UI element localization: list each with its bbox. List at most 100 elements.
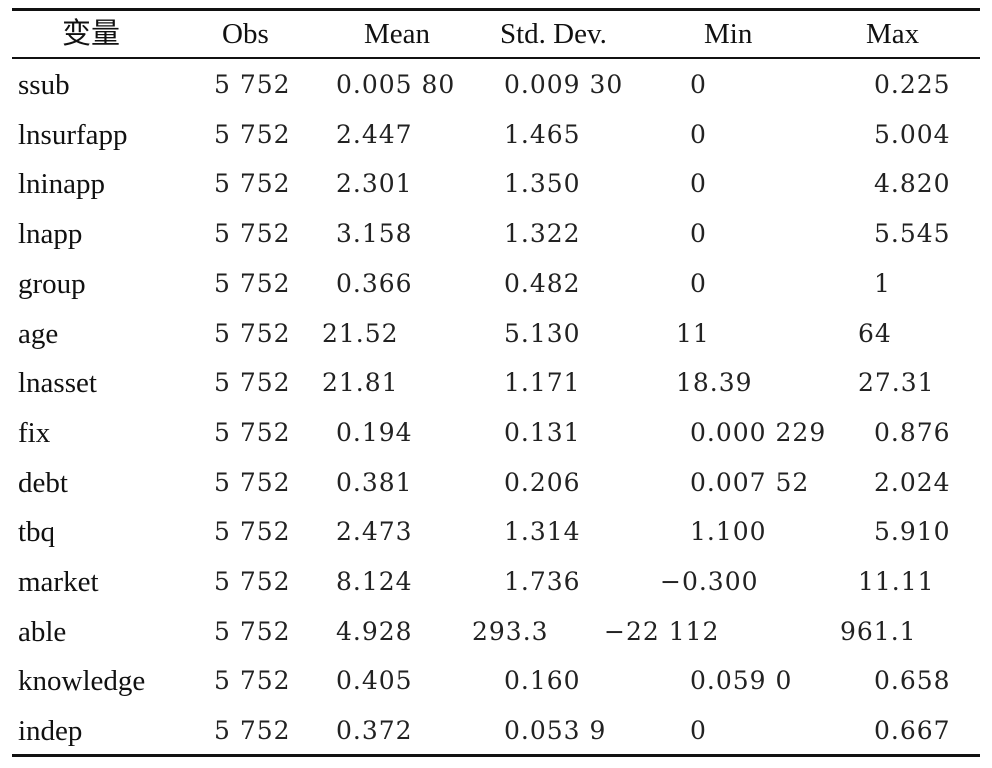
cell-min: −22 112 (604, 616, 720, 646)
cell-obs: 5 752 (214, 119, 291, 149)
cell-obs: 5 752 (214, 716, 291, 746)
cell-max: 0.876 (874, 417, 951, 447)
cell-obs: 5 752 (214, 368, 291, 398)
cell-min: 11 (676, 318, 710, 348)
cell-sd: 1.465 (504, 119, 581, 149)
table-row: lninapp 5 752 2.301 1.350 0 4.820 (0, 159, 992, 209)
cell-obs: 5 752 (214, 567, 291, 596)
cell-variable: lninapp (18, 168, 105, 201)
cell-mean: 0.005 80 (336, 70, 456, 99)
cell-obs: 5 752 (214, 318, 291, 348)
header-min: Min (704, 18, 753, 50)
cell-max: 0.658 (874, 666, 951, 696)
cell-max: 961.1 (840, 616, 917, 646)
cell-mean: 0.366 (336, 268, 413, 298)
cell-min: 0 (690, 169, 707, 199)
cell-variable: group (18, 267, 86, 300)
cell-sd: 1.171 (504, 368, 581, 398)
cell-variable: fix (18, 416, 51, 449)
cell-sd: 0.009 30 (504, 70, 624, 99)
cell-max: 1 (874, 268, 891, 298)
cell-max: 11.11 (858, 567, 935, 596)
cell-max: 64 (858, 318, 892, 348)
header-obs: Obs (222, 18, 269, 50)
header-variable: 变量 (62, 18, 121, 50)
cell-min: 1.100 (690, 517, 767, 547)
header-std-dev: Std. Dev. (500, 18, 607, 50)
cell-mean: 4.928 (336, 616, 413, 646)
table-row: market 5 752 8.124 1.736 −0.300 11.11 (0, 557, 992, 607)
cell-sd: 1.736 (504, 567, 581, 596)
cell-min: 18.39 (676, 368, 753, 398)
cell-variable: debt (18, 466, 68, 499)
cell-min: 0.000 229 (690, 417, 827, 447)
cell-max: 5.004 (874, 119, 951, 149)
cell-mean: 2.447 (336, 119, 413, 149)
cell-sd: 0.482 (504, 268, 581, 298)
cell-mean: 21.81 (322, 368, 399, 398)
table-row: lnapp 5 752 3.158 1.322 0 5.545 (0, 209, 992, 259)
header-max: Max (866, 18, 920, 50)
table-row: debt 5 752 0.381 0.206 0.007 52 2.024 (0, 458, 992, 508)
cell-sd: 0.053 9 (504, 716, 607, 746)
cell-variable: age (18, 317, 59, 350)
table-row: group 5 752 0.366 0.482 0 1 (0, 259, 992, 309)
cell-min: 0 (690, 70, 707, 99)
table-row: indep 5 752 0.372 0.053 9 0 0.667 (0, 706, 992, 756)
table-row: lnasset 5 752 21.81 1.171 18.39 27.31 (0, 358, 992, 408)
cell-min: −0.300 (660, 567, 759, 596)
cell-mean: 0.381 (336, 467, 413, 497)
cell-obs: 5 752 (214, 219, 291, 249)
cell-min: 0.059 0 (690, 666, 793, 696)
cell-obs: 5 752 (214, 70, 291, 99)
cell-sd: 5.130 (504, 318, 581, 348)
table-row: fix 5 752 0.194 0.131 0.000 229 0.876 (0, 408, 992, 458)
cell-sd: 0.160 (504, 666, 581, 696)
table-row: able 5 752 4.928 293.3 −22 112 961.1 (0, 607, 992, 657)
cell-obs: 5 752 (214, 169, 291, 199)
cell-max: 0.667 (874, 716, 951, 746)
cell-variable: lnasset (18, 367, 97, 400)
cell-mean: 2.473 (336, 517, 413, 547)
cell-obs: 5 752 (214, 517, 291, 547)
cell-max: 27.31 (858, 368, 935, 398)
top-rule (12, 8, 980, 11)
cell-variable: tbq (18, 516, 56, 549)
cell-variable: lnsurfapp (18, 118, 128, 151)
header-mean: Mean (364, 18, 431, 50)
table-row: age 5 752 21.52 5.130 11 64 (0, 309, 992, 359)
header-rule (12, 57, 980, 59)
table-row: lnsurfapp 5 752 2.447 1.465 0 5.004 (0, 110, 992, 160)
cell-mean: 8.124 (336, 567, 413, 596)
cell-sd: 1.314 (504, 517, 581, 547)
cell-variable: lnapp (18, 218, 83, 251)
cell-max: 4.820 (874, 169, 951, 199)
cell-min: 0 (690, 268, 707, 298)
table-row: tbq 5 752 2.473 1.314 1.100 5.910 (0, 507, 992, 557)
cell-min: 0 (690, 119, 707, 149)
cell-sd: 0.206 (504, 467, 581, 497)
cell-min: 0 (690, 716, 707, 746)
cell-sd: 1.350 (504, 169, 581, 199)
cell-mean: 0.194 (336, 417, 413, 447)
cell-variable: market (18, 566, 99, 598)
table-row: knowledge 5 752 0.405 0.160 0.059 0 0.658 (0, 656, 992, 706)
cell-obs: 5 752 (214, 616, 291, 646)
cell-mean: 21.52 (322, 318, 399, 348)
cell-variable: ssub (18, 69, 70, 101)
cell-max: 5.910 (874, 517, 951, 547)
cell-variable: able (18, 615, 67, 648)
cell-min: 0 (690, 219, 707, 249)
cell-max: 5.545 (874, 219, 951, 249)
cell-variable: knowledge (18, 665, 146, 698)
table-row: ssub 5 752 0.005 80 0.009 30 0 0.225 (0, 60, 992, 110)
cell-mean: 3.158 (336, 219, 413, 249)
cell-variable: indep (18, 715, 83, 748)
cell-min: 0.007 52 (690, 467, 810, 497)
cell-obs: 5 752 (214, 666, 291, 696)
cell-mean: 0.372 (336, 716, 413, 746)
cell-sd: 293.3 (472, 616, 549, 646)
cell-obs: 5 752 (214, 467, 291, 497)
cell-obs: 5 752 (214, 268, 291, 298)
cell-max: 0.225 (874, 70, 951, 99)
